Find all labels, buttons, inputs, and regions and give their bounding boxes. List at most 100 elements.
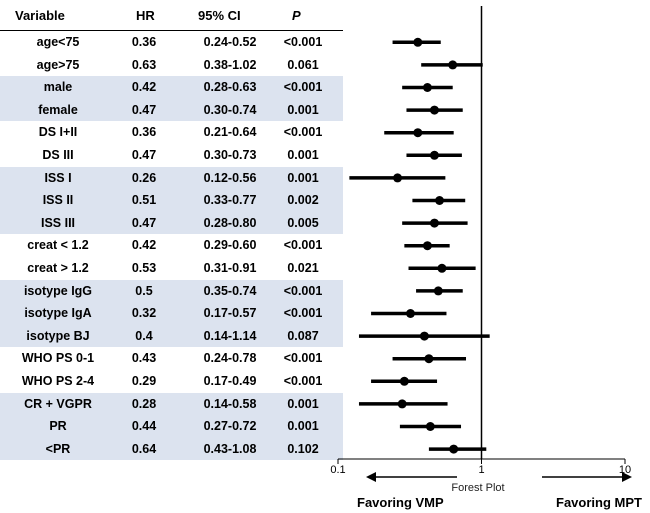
hr-point [449, 444, 459, 454]
hr-point [422, 83, 432, 92]
table-row: isotype IgA 0.32 0.17-0.57 <0.001 [0, 302, 343, 325]
cell-hr: 0.64 [131, 441, 157, 456]
cell-variable: isotype IgA [24, 306, 92, 321]
cell-variable: ISS III [40, 215, 76, 230]
cell-ci: 0.27-0.72 [203, 419, 257, 434]
cell-ci: 0.14-0.58 [203, 396, 257, 411]
cell-ci: 0.24-0.52 [203, 35, 257, 49]
cell-ci: 0.29-0.60 [203, 238, 257, 253]
table-row: DS III 0.47 0.30-0.73 0.001 [0, 144, 343, 167]
cell-variable: female [38, 102, 78, 117]
cell-p: <0.001 [283, 374, 323, 388]
cell-p: <0.001 [283, 351, 323, 366]
cell-p: 0.061 [287, 57, 319, 72]
cell-hr: 0.36 [131, 125, 157, 140]
cell-p: 0.002 [287, 193, 319, 208]
cell-ci: 0.38-1.02 [203, 57, 257, 72]
hr-point [405, 309, 415, 318]
cell-p: 0.005 [287, 215, 319, 230]
cell-hr: 0.63 [131, 57, 157, 72]
hr-point [424, 354, 434, 364]
chart-title: Forest Plot [451, 482, 504, 494]
table-row: WHO PS 0-1 0.43 0.24-0.78 <0.001 [0, 347, 343, 370]
cell-variable: DS I+II [38, 125, 78, 140]
cell-hr: 0.28 [131, 396, 157, 411]
hr-point [422, 241, 432, 251]
header-ci: 95% CI [198, 8, 241, 23]
cell-hr: 0.36 [131, 35, 157, 49]
cell-variable: age>75 [36, 57, 80, 72]
cell-variable: ISS II [42, 193, 74, 208]
cell-hr: 0.26 [131, 170, 157, 185]
cell-hr: 0.44 [131, 419, 157, 434]
cell-ci: 0.17-0.49 [203, 374, 257, 388]
table-row: ISS I 0.26 0.12-0.56 0.001 [0, 166, 343, 190]
hr-point [399, 376, 409, 386]
cell-variable: male [43, 80, 73, 95]
cell-hr: 0.47 [131, 148, 157, 162]
cell-p: <0.001 [283, 306, 323, 321]
cell-hr: 0.42 [131, 80, 157, 95]
hr-point [435, 196, 445, 205]
table-row: isotype IgG 0.5 0.35-0.74 <0.001 [0, 279, 343, 303]
cell-variable: isotype BJ [26, 328, 90, 343]
table-row: creat > 1.2 0.53 0.31-0.91 0.021 [0, 257, 343, 280]
cell-hr: 0.5 [135, 283, 153, 298]
cell-p: 0.087 [287, 328, 319, 343]
cell-hr: 0.53 [131, 261, 157, 275]
table-row: creat < 1.2 0.42 0.29-0.60 <0.001 [0, 234, 343, 257]
cell-hr: 0.51 [131, 193, 157, 208]
table-row: age<75 0.36 0.24-0.52 <0.001 [0, 31, 343, 54]
table-row: DS I+II 0.36 0.21-0.64 <0.001 [0, 121, 343, 144]
cell-variable: <PR [45, 441, 71, 456]
cell-variable: creat > 1.2 [27, 261, 89, 275]
hr-point [425, 422, 435, 431]
table-row: PR 0.44 0.27-0.72 0.001 [0, 415, 343, 438]
cell-hr: 0.42 [131, 238, 157, 253]
hr-point [413, 37, 423, 47]
cell-ci: 0.33-0.77 [203, 193, 257, 208]
hr-point [429, 105, 439, 115]
cell-ci: 0.24-0.78 [203, 351, 257, 366]
table-row: ISS II 0.51 0.33-0.77 0.002 [0, 189, 343, 212]
cell-ci: 0.31-0.91 [203, 261, 257, 275]
x-tick-label: 10 [619, 464, 631, 476]
table-row: female 0.47 0.30-0.74 0.001 [0, 98, 343, 122]
cell-hr: 0.32 [131, 306, 157, 321]
x-tick-label: 0.1 [330, 464, 345, 476]
cell-p: <0.001 [283, 35, 323, 49]
x-tick-label: 1 [478, 464, 484, 476]
cell-hr: 0.47 [131, 102, 157, 117]
cell-p: 0.001 [287, 419, 319, 434]
cell-ci: 0.35-0.74 [203, 283, 257, 298]
cell-p: 0.001 [287, 396, 319, 411]
hr-point [429, 218, 439, 228]
header-p: P [292, 8, 301, 23]
cell-p: 0.021 [287, 261, 319, 275]
cell-variable: WHO PS 2-4 [21, 374, 95, 388]
cell-p: 0.102 [287, 441, 319, 456]
cell-p: <0.001 [283, 125, 323, 140]
cell-variable: CR + VGPR [24, 396, 92, 411]
cell-variable: ISS I [44, 170, 72, 185]
cell-hr: 0.4 [135, 328, 153, 343]
cell-variable: isotype IgG [23, 283, 93, 298]
cell-p: 0.001 [287, 170, 319, 185]
cell-p: <0.001 [283, 283, 323, 298]
table-header: Variable HR 95% CI P [0, 0, 343, 31]
cell-p: 0.001 [287, 148, 319, 162]
cell-hr: 0.29 [131, 374, 157, 388]
cell-ci: 0.30-0.74 [203, 102, 257, 117]
table-row: WHO PS 2-4 0.29 0.17-0.49 <0.001 [0, 370, 343, 393]
table-row: <PR 0.64 0.43-1.08 0.102 [0, 437, 343, 461]
cell-hr: 0.47 [131, 215, 157, 230]
table-row: CR + VGPR 0.28 0.14-0.58 0.001 [0, 392, 343, 416]
cell-variable: PR [49, 419, 67, 434]
cell-ci: 0.21-0.64 [203, 125, 257, 140]
hr-point [429, 150, 439, 160]
hr-point [437, 263, 447, 273]
hr-point [419, 331, 429, 341]
right-arrow-icon [622, 472, 632, 482]
table-row: isotype BJ 0.4 0.14-1.14 0.087 [0, 324, 343, 348]
